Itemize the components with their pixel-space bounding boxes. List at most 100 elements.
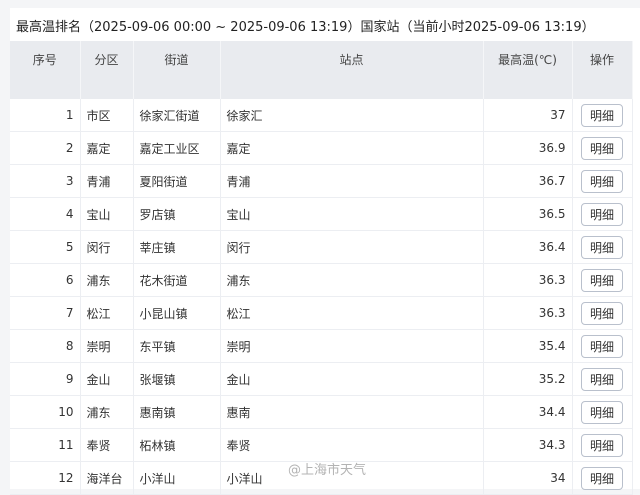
cell-district: 青浦 xyxy=(80,164,134,198)
cell-street: 莘庄镇 xyxy=(133,230,221,264)
cell-action: 明细 xyxy=(572,263,633,297)
cell-temp: 36.4 xyxy=(483,230,573,264)
table-row: 7 松江 小昆山镇 松江 36.3 明细 xyxy=(10,296,633,330)
cell-rank: 7 xyxy=(10,296,81,330)
cell-street: 东平镇 xyxy=(133,329,221,363)
cell-action: 明细 xyxy=(572,428,633,462)
cell-street: 罗店镇 xyxy=(133,197,221,231)
cell-temp: 36.3 xyxy=(483,263,573,297)
table-row: 5 闵行 莘庄镇 闵行 36.4 明细 xyxy=(10,230,633,264)
cell-station: 金山 xyxy=(220,362,484,396)
cell-rank: 3 xyxy=(10,164,81,198)
table-row: 6 浦东 花木街道 浦东 36.3 明细 xyxy=(10,263,633,297)
table-row: 10 浦东 惠南镇 惠南 34.4 明细 xyxy=(10,395,633,429)
cell-district: 奉贤 xyxy=(80,428,134,462)
cell-street: 惠南镇 xyxy=(133,395,221,429)
detail-button[interactable]: 明细 xyxy=(580,136,623,160)
cell-street: 嘉定工业区 xyxy=(133,131,221,165)
cell-district: 浦东 xyxy=(80,263,134,297)
table-row: 11 奉贤 柘林镇 奉贤 34.3 明细 xyxy=(10,428,633,462)
cell-station: 徐家汇 xyxy=(220,99,484,132)
cell-temp: 35.2 xyxy=(483,362,573,396)
table-row: 1 市区 徐家汇街道 徐家汇 37 明细 xyxy=(10,99,633,132)
cell-action: 明细 xyxy=(572,197,633,231)
cell-action: 明细 xyxy=(572,329,633,363)
cell-district: 浦东 xyxy=(80,395,134,429)
cell-rank: 1 xyxy=(10,99,81,132)
ranking-table: 序号 分区 街道 站点 最高温(℃) 操作 1 市区 徐家汇街道 徐家汇 37 明细 2 嘉定… xyxy=(10,41,633,495)
cell-rank: 10 xyxy=(10,395,81,429)
cell-station: 宝山 xyxy=(220,197,484,231)
cell-district: 海洋台 xyxy=(80,461,134,495)
cell-station: 嘉定 xyxy=(220,131,484,165)
cell-district: 崇明 xyxy=(80,329,134,363)
detail-button[interactable]: 明细 xyxy=(580,103,623,127)
cell-station: 青浦 xyxy=(220,164,484,198)
cell-station: 浦东 xyxy=(220,263,484,297)
detail-button[interactable]: 明细 xyxy=(580,202,623,226)
detail-button[interactable]: 明细 xyxy=(580,466,623,490)
cell-station: 奉贤 xyxy=(220,428,484,462)
cell-street: 张堰镇 xyxy=(133,362,221,396)
cell-temp: 36.3 xyxy=(483,296,573,330)
cell-rank: 11 xyxy=(10,428,81,462)
cell-street: 徐家汇街道 xyxy=(133,99,221,132)
cell-temp: 34.3 xyxy=(483,428,573,462)
cell-rank: 2 xyxy=(10,131,81,165)
col-station: 站点 xyxy=(220,41,484,99)
detail-button[interactable]: 明细 xyxy=(580,400,623,424)
cell-rank: 6 xyxy=(10,263,81,297)
cell-action: 明细 xyxy=(572,461,633,495)
cell-action: 明细 xyxy=(572,395,633,429)
detail-button[interactable]: 明细 xyxy=(580,301,623,325)
cell-rank: 12 xyxy=(10,461,81,495)
table-row: 2 嘉定 嘉定工业区 嘉定 36.9 明细 xyxy=(10,131,633,165)
page-title: 最高温排名（2025-09-06 00:00 ~ 2025-09-06 13:1… xyxy=(16,20,595,35)
cell-action: 明细 xyxy=(572,230,633,264)
cell-action: 明细 xyxy=(572,164,633,198)
col-temp: 最高温(℃) xyxy=(483,41,573,99)
col-district: 分区 xyxy=(80,41,134,99)
cell-temp: 34 xyxy=(483,461,573,495)
cell-station: 闵行 xyxy=(220,230,484,264)
cell-street: 柘林镇 xyxy=(133,428,221,462)
cell-rank: 4 xyxy=(10,197,81,231)
cell-rank: 9 xyxy=(10,362,81,396)
detail-button[interactable]: 明细 xyxy=(580,433,623,457)
cell-street: 小洋山 xyxy=(133,461,221,495)
cell-district: 松江 xyxy=(80,296,134,330)
ranking-panel: 最高温排名（2025-09-06 00:00 ~ 2025-09-06 13:1… xyxy=(10,8,640,495)
cell-temp: 36.7 xyxy=(483,164,573,198)
table-row: 3 青浦 夏阳街道 青浦 36.7 明细 xyxy=(10,164,633,198)
cell-district: 闵行 xyxy=(80,230,134,264)
cell-rank: 8 xyxy=(10,329,81,363)
cell-district: 宝山 xyxy=(80,197,134,231)
watermark: @上海市天气 xyxy=(288,463,367,478)
cell-station: 崇明 xyxy=(220,329,484,363)
cell-district: 市区 xyxy=(80,99,134,132)
detail-button[interactable]: 明细 xyxy=(580,169,623,193)
cell-action: 明细 xyxy=(572,296,633,330)
table-header: 序号 分区 街道 站点 最高温(℃) 操作 xyxy=(10,41,633,99)
table-row: 4 宝山 罗店镇 宝山 36.5 明细 xyxy=(10,197,633,231)
cell-station: 松江 xyxy=(220,296,484,330)
cell-temp: 35.4 xyxy=(483,329,573,363)
cell-temp: 36.9 xyxy=(483,131,573,165)
cell-street: 小昆山镇 xyxy=(133,296,221,330)
cell-street: 夏阳街道 xyxy=(133,164,221,198)
table-row: 8 崇明 东平镇 崇明 35.4 明细 xyxy=(10,329,633,363)
detail-button[interactable]: 明细 xyxy=(580,367,623,391)
col-street: 街道 xyxy=(133,41,221,99)
cell-district: 金山 xyxy=(80,362,134,396)
cell-rank: 5 xyxy=(10,230,81,264)
cell-temp: 36.5 xyxy=(483,197,573,231)
detail-button[interactable]: 明细 xyxy=(580,235,623,259)
cell-district: 嘉定 xyxy=(80,131,134,165)
detail-button[interactable]: 明细 xyxy=(580,334,623,358)
cell-action: 明细 xyxy=(572,131,633,165)
cell-station: 惠南 xyxy=(220,395,484,429)
cell-temp: 34.4 xyxy=(483,395,573,429)
detail-button[interactable]: 明细 xyxy=(580,268,623,292)
col-rank: 序号 xyxy=(10,41,81,99)
cell-action: 明细 xyxy=(572,362,633,396)
